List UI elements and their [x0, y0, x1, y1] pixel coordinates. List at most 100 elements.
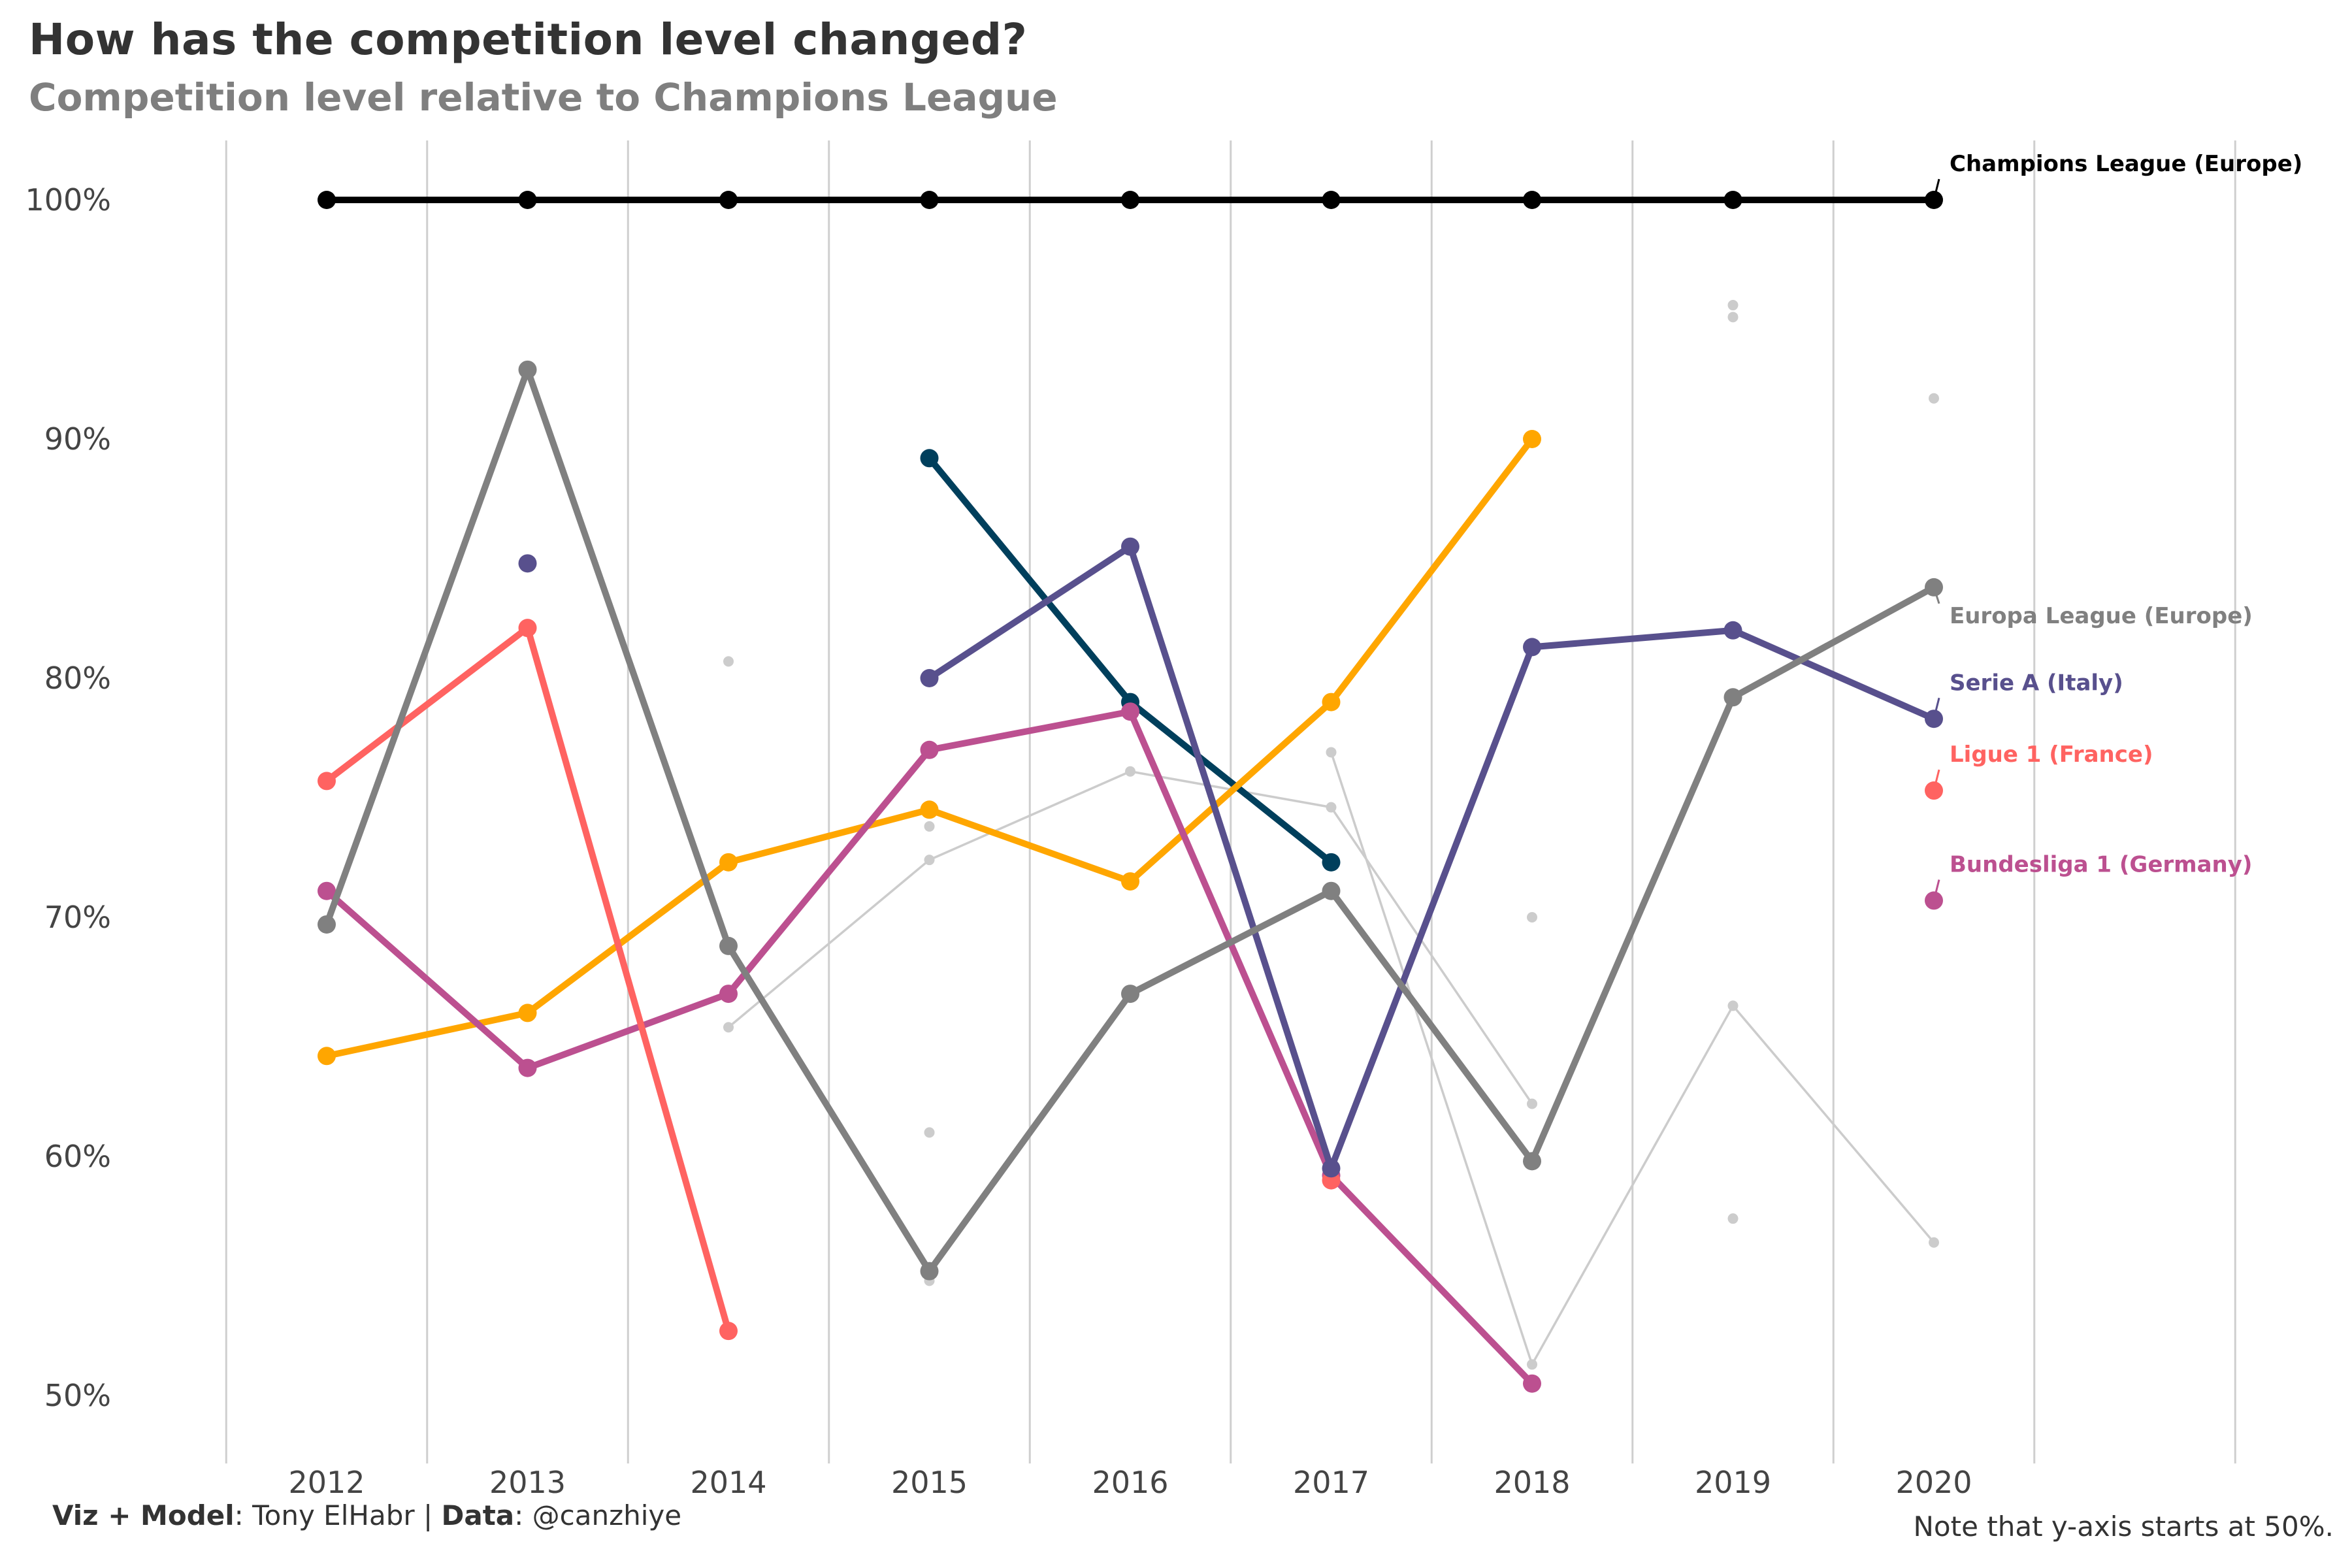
label-leader	[1933, 587, 1940, 604]
data-point	[1322, 853, 1341, 872]
data-point	[924, 1127, 935, 1138]
caption-viz-label: Viz + Model	[52, 1499, 235, 1531]
y-tick-label: 100%	[25, 182, 111, 218]
data-point	[719, 985, 738, 1004]
data-point	[1121, 537, 1139, 556]
data-point	[920, 669, 939, 687]
series-line	[323, 366, 1937, 1275]
label-leader	[1933, 697, 1940, 719]
data-point	[1523, 430, 1541, 448]
data-point	[1322, 881, 1341, 900]
series-label: Champions League (Europe)	[1950, 151, 2302, 177]
data-point	[723, 656, 734, 667]
series-unlabeled	[723, 766, 1537, 1109]
caption-note: Note that y-axis starts at 50%.	[1913, 1511, 2334, 1543]
series-label: Ligue 1 (France)	[1950, 742, 2153, 768]
caption-data-value: : @canzhiye	[514, 1499, 682, 1531]
y-tick-label: 80%	[44, 661, 111, 696]
series-line	[1330, 751, 1935, 1366]
data-point	[318, 191, 336, 209]
data-point	[1727, 300, 1739, 311]
data-point	[1527, 912, 1537, 923]
series-unlabeled	[1929, 393, 1939, 404]
series-unlabeled	[1326, 747, 1939, 1370]
series-line	[323, 625, 732, 1335]
y-tick-label: 50%	[44, 1378, 111, 1413]
chart-title: How has the competition level changed?	[29, 14, 1028, 65]
series-unlabeled	[924, 1127, 935, 1138]
caption-credits: Viz + Model: Tony ElHabr | Data: @canzhi…	[52, 1499, 681, 1531]
data-point	[1121, 985, 1139, 1004]
data-point	[719, 1322, 738, 1341]
caption-viz-value: : Tony ElHabr |	[234, 1499, 442, 1531]
y-tick-label: 60%	[44, 1139, 111, 1174]
data-point	[924, 821, 935, 832]
data-point	[1523, 1374, 1541, 1393]
data-point	[1727, 312, 1739, 323]
label-leader	[1933, 178, 1940, 201]
series-champions-league-europe	[318, 191, 1943, 209]
series-unlabeled	[1727, 312, 1739, 323]
series-unlabeled	[1727, 1213, 1739, 1224]
data-point	[1929, 1237, 1939, 1248]
x-tick-label: 2013	[489, 1465, 566, 1500]
data-point	[318, 1047, 336, 1066]
data-point	[1723, 621, 1742, 640]
x-tick-label: 2018	[1494, 1465, 1570, 1500]
data-point	[518, 360, 537, 379]
grid-lines	[225, 140, 2236, 1463]
x-tick-label: 2016	[1092, 1465, 1168, 1500]
data-point	[920, 800, 939, 819]
series-unlabeled	[920, 449, 1341, 872]
data-point	[1523, 1152, 1541, 1171]
data-point	[518, 191, 537, 209]
data-point	[920, 1262, 939, 1281]
data-point	[920, 740, 939, 759]
series-line	[727, 770, 1533, 1105]
data-point	[1527, 1098, 1537, 1109]
series-bundesliga-1-germany	[318, 702, 1943, 1393]
x-tick-label: 2014	[690, 1465, 766, 1500]
data-point	[1727, 1000, 1739, 1011]
x-tick-label: 2019	[1695, 1465, 1771, 1500]
data-point	[1121, 191, 1139, 209]
series-unlabeled	[318, 430, 1541, 1066]
data-point	[920, 191, 939, 209]
data-point	[920, 449, 939, 468]
x-tick-label: 2012	[288, 1465, 365, 1500]
x-tick-label: 2017	[1293, 1465, 1369, 1500]
x-axis: 2012 2013 2014 2015 2016 2017 2018 2019 2020	[288, 1465, 1972, 1500]
series-unlabeled	[1727, 300, 1739, 311]
data-point	[1723, 688, 1742, 707]
data-point	[924, 855, 935, 866]
data-point	[1121, 702, 1139, 721]
series-line	[926, 455, 1335, 866]
data-point	[1727, 1213, 1739, 1224]
data-point	[518, 619, 537, 638]
data-point	[1929, 393, 1939, 404]
data-point	[318, 881, 336, 900]
series-unlabeled	[924, 821, 935, 832]
data-point	[318, 772, 336, 791]
series-label: Serie A (Italy)	[1950, 670, 2123, 696]
series-unlabeled	[1527, 912, 1537, 923]
data-point	[1326, 802, 1337, 813]
data-point	[1523, 638, 1541, 657]
data-point	[723, 1022, 734, 1033]
data-point	[719, 853, 738, 872]
x-tick-label: 2020	[1895, 1465, 1972, 1500]
y-axis: 50% 60% 70% 80% 90% 100%	[25, 182, 111, 1413]
series-ligue-1-france	[318, 619, 1943, 1341]
y-tick-label: 90%	[44, 421, 111, 457]
data-point	[1326, 747, 1337, 758]
data-point	[518, 554, 537, 573]
data-point	[518, 1004, 537, 1022]
y-tick-label: 70%	[44, 900, 111, 935]
data-point	[1125, 766, 1135, 777]
data-point	[1322, 1159, 1341, 1178]
data-point	[1322, 191, 1341, 209]
series-line	[926, 543, 1937, 1172]
chart-subtitle: Competition level relative to Champions …	[29, 75, 1058, 120]
label-leader	[1933, 769, 1940, 791]
